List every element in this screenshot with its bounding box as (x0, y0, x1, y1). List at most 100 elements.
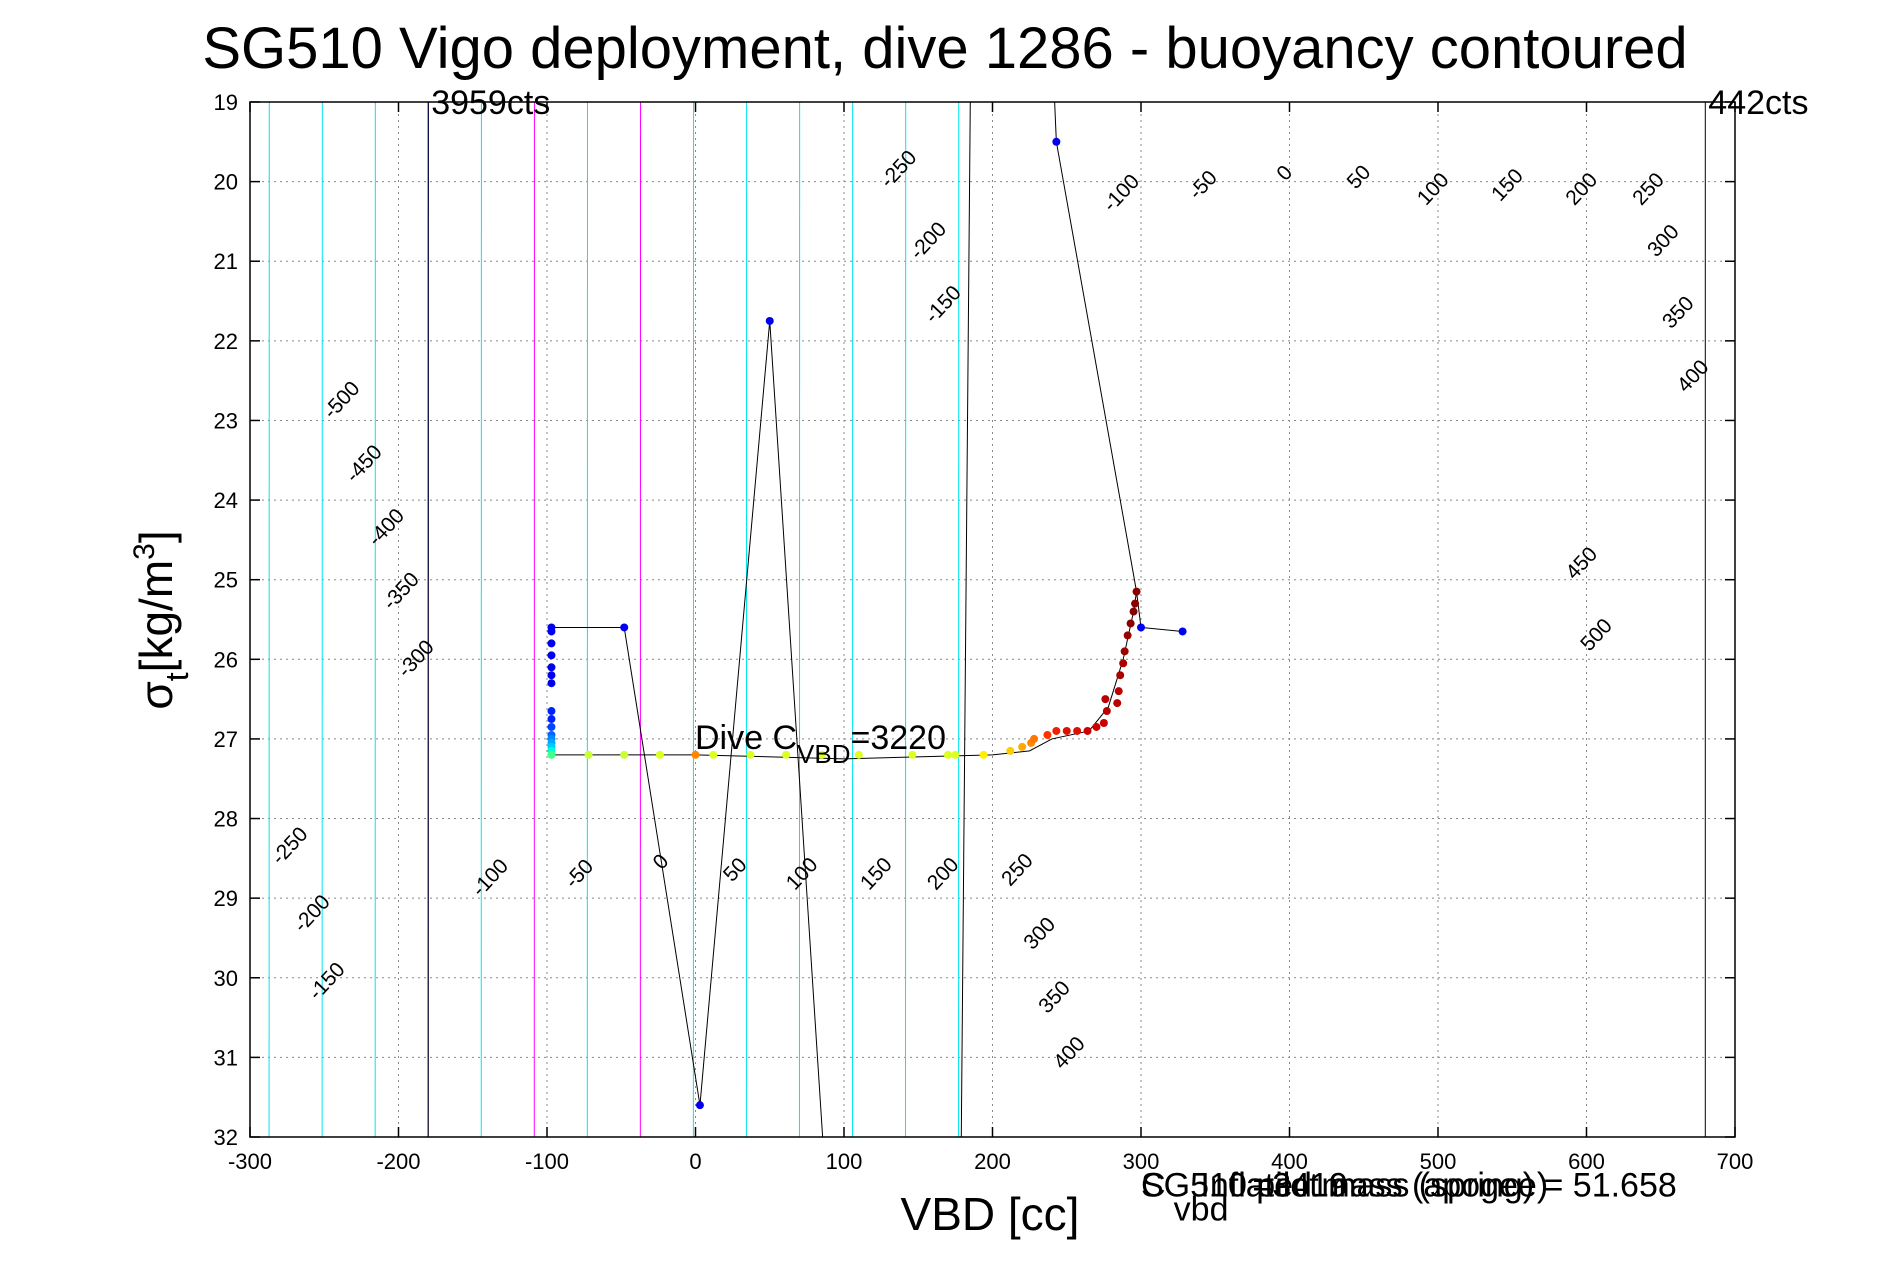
contour-label: 400 (1049, 1032, 1090, 1073)
y-tick-label: 23 (214, 408, 238, 433)
vbd-limit-label: 442cts (1708, 84, 1808, 122)
data-point (547, 639, 556, 648)
data-point (1018, 742, 1027, 751)
data-point (908, 750, 917, 759)
contour-labels: -500-450-400-350-300-250-200-150-100 -50 0… (267, 146, 1713, 1074)
grid (250, 102, 1735, 1137)
x-tick-label: 600 (1568, 1149, 1605, 1174)
footnote-text: =3419 (1252, 1167, 1348, 1205)
contour-label: -50 (1184, 166, 1222, 204)
y-tick-label: 22 (214, 329, 238, 354)
dive-cvbd-sub: VBD (797, 739, 850, 769)
data-point (1126, 619, 1135, 628)
y-tick-label: 30 (214, 966, 238, 991)
y-tick-label: 28 (214, 807, 238, 832)
y-tick-label: 32 (214, 1125, 238, 1150)
data-point (765, 316, 774, 325)
data-point (951, 750, 960, 759)
contour-label: -150 (304, 958, 349, 1004)
x-tick-label: 0 (689, 1149, 701, 1174)
data-point (1123, 631, 1132, 640)
trajectory-line-0 (1054, 102, 1183, 632)
contour-label: -250 (267, 823, 312, 869)
contour-label: -500 (319, 377, 364, 423)
data-point (1102, 707, 1111, 716)
contour-label: 300 (1019, 913, 1060, 954)
y-axis-sub: t (159, 672, 195, 681)
y-tick-label: 20 (214, 170, 238, 195)
data-point (943, 750, 952, 759)
y-axis-sigma: σ (130, 681, 182, 709)
contour-label: 250 (1628, 168, 1669, 209)
contour-label: -350 (378, 568, 423, 614)
x-axis-label: VBD [cc] (901, 1188, 1080, 1240)
contour-label: 200 (1561, 168, 1602, 209)
y-tick-label: 27 (214, 727, 238, 752)
contour-label: 100 (782, 853, 823, 894)
data-point (1131, 599, 1140, 608)
y-axis-close: ] (130, 530, 182, 543)
data-point (1083, 726, 1092, 735)
data-point (1073, 726, 1082, 735)
data-point (854, 750, 863, 759)
overlapping-footnotes: SG510 pilot mass (spring) = 51.658Inflat… (1141, 1167, 1677, 1229)
dive-trajectory (551, 102, 1183, 1137)
data-point (584, 750, 593, 759)
data-point (695, 1101, 704, 1110)
data-point (1113, 699, 1122, 708)
x-tick-label: 500 (1420, 1149, 1457, 1174)
data-point (1062, 726, 1071, 735)
contour-label: -100 (468, 855, 513, 901)
contour-label: 350 (1034, 977, 1075, 1018)
data-point (1101, 695, 1110, 704)
y-axis-sup: 3 (128, 543, 161, 560)
annotations: Dive CVBD=3220 (695, 719, 946, 769)
y-tick-label: 29 (214, 886, 238, 911)
dive-cvbd-suffix: =3220 (851, 719, 947, 757)
data-point (547, 679, 556, 688)
contour-label: 150 (1487, 164, 1528, 205)
data-point (1178, 627, 1187, 636)
footnote-text: vbd (1174, 1191, 1229, 1229)
data-point (1119, 659, 1128, 668)
data-point (547, 722, 556, 731)
data-points (547, 137, 1187, 1110)
contour-label: -200 (906, 218, 951, 264)
data-point (1120, 647, 1129, 656)
data-point (746, 750, 755, 759)
trajectory-line-2 (551, 591, 1138, 760)
contour-label: 50 (1343, 161, 1376, 194)
data-point (547, 715, 556, 724)
contour-lines (268, 102, 960, 1137)
vbd-limit-lines: 3959cts 442cts (427, 84, 1808, 1138)
data-point (709, 750, 718, 759)
x-tick-label: -100 (525, 1149, 569, 1174)
data-point (547, 750, 556, 759)
cvbd-line (960, 101, 971, 1138)
x-tick-label: 100 (826, 1149, 863, 1174)
y-tick-label: 19 (214, 90, 238, 115)
data-point (547, 671, 556, 680)
dive-cvbd-prefix: Dive C (695, 719, 797, 757)
data-point (547, 651, 556, 660)
contour-label: -50 (561, 855, 599, 893)
data-point (655, 750, 664, 759)
contour-label: 100 (1413, 168, 1454, 209)
data-point (1043, 730, 1052, 739)
vbd-limit-label: 3959cts (431, 84, 550, 122)
data-point (1006, 746, 1015, 755)
footnote-text: SG510 pilot mass (spring) = 51.658 (1141, 1167, 1677, 1205)
contour-label: -400 (364, 504, 409, 550)
x-tick-label: 700 (1717, 1149, 1754, 1174)
axis-ticks: -300 -200 -100 0 100 200 300 400 500 600 700 19 20 21… (214, 90, 1754, 1174)
data-point (817, 750, 826, 759)
footnote-text: Inflated mass (apogee) (1200, 1167, 1548, 1205)
contour-label: -250 (876, 146, 921, 192)
data-point (1052, 726, 1061, 735)
contour-label: 450 (1561, 543, 1602, 584)
x-tick-label: 300 (1123, 1149, 1160, 1174)
y-axis-label: σt[kg/m3] (128, 530, 195, 709)
contour-label: 350 (1658, 292, 1699, 333)
y-tick-label: 21 (214, 249, 238, 274)
